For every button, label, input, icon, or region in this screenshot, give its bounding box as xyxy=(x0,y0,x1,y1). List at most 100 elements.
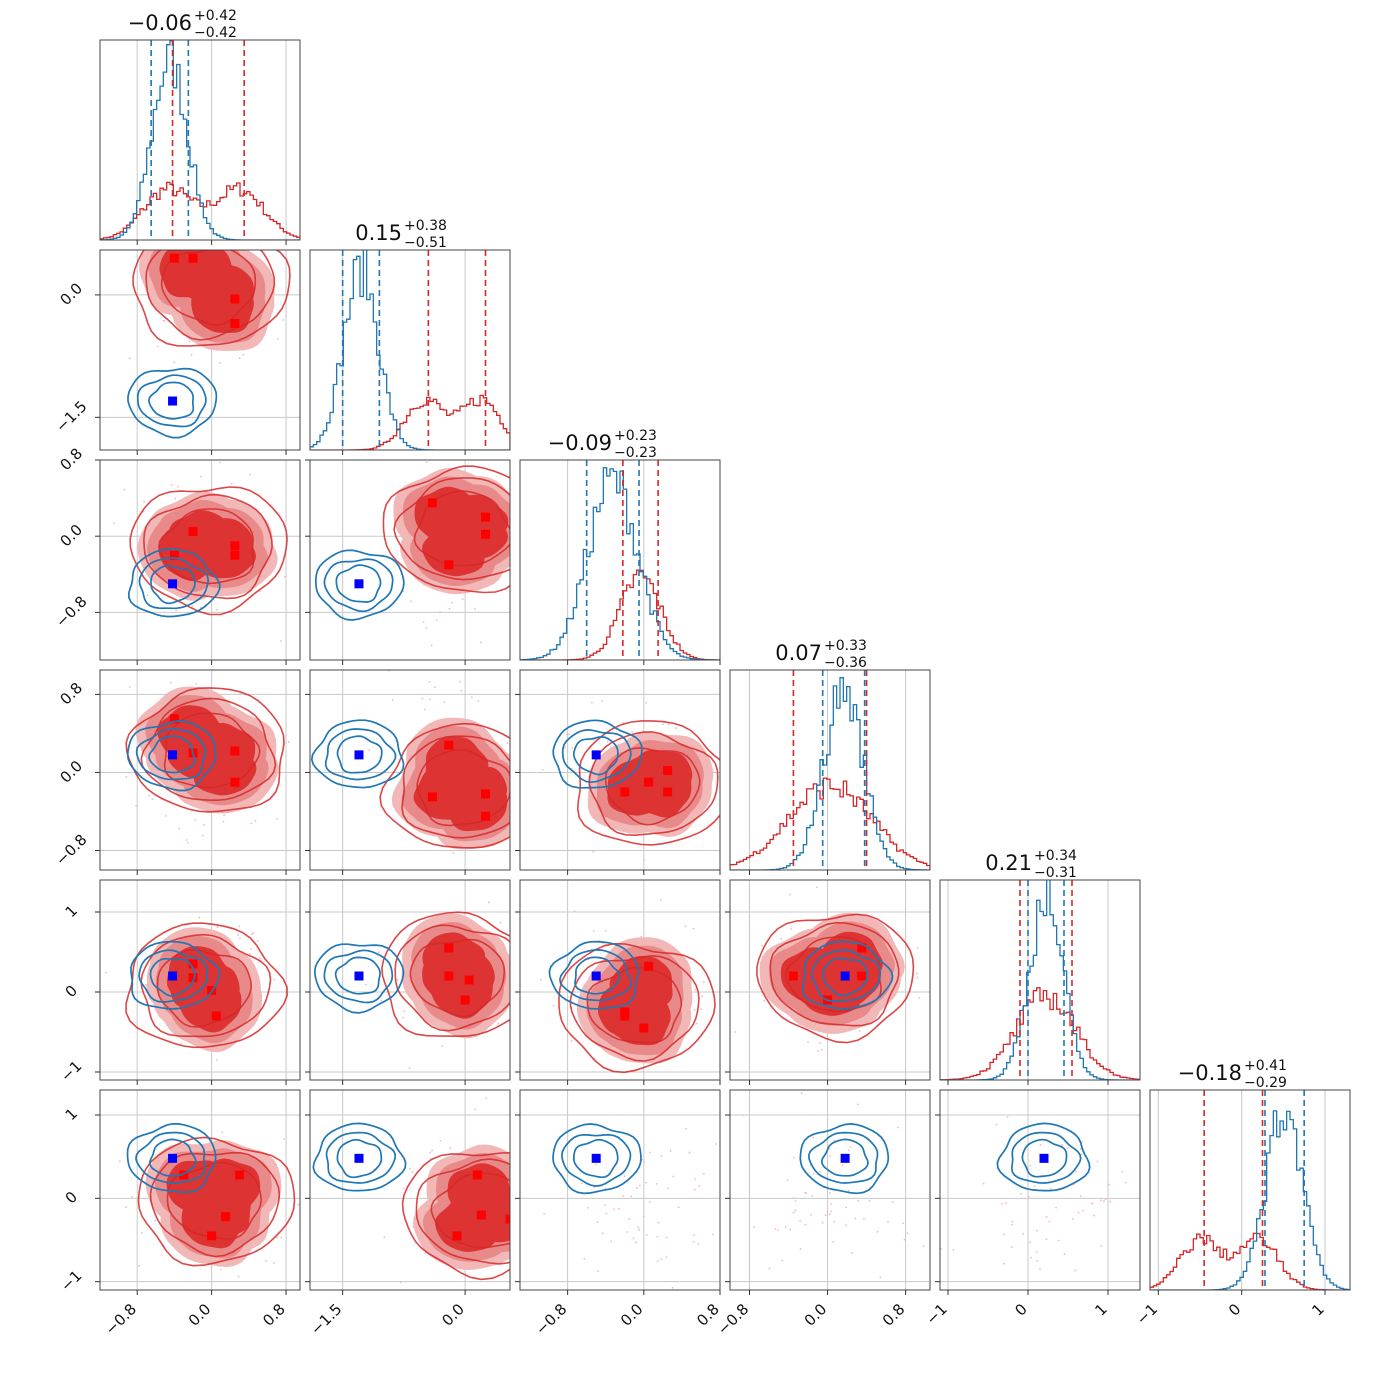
sample-point-a xyxy=(256,940,259,943)
sample-point-a xyxy=(543,1212,546,1215)
sample-point-a xyxy=(672,1175,675,1178)
contour-panel-2-1 xyxy=(305,459,511,665)
sample-point-a xyxy=(154,1219,157,1222)
sample-point-a xyxy=(410,1294,412,1296)
sample-point-a xyxy=(1022,1233,1025,1235)
hist-panel-5: −0.18 +0.41−0.29 −1 0 1 xyxy=(1133,1058,1351,1328)
contour-line-a xyxy=(0,0,67,49)
sample-point-a xyxy=(628,1218,631,1220)
panel-frame xyxy=(729,1089,931,1291)
sample-point-a xyxy=(497,1022,500,1025)
contour-line-b xyxy=(336,735,383,774)
contour-line-a xyxy=(558,942,716,1074)
sample-point-a xyxy=(828,1192,831,1195)
sample-point-a xyxy=(665,1256,668,1259)
histogram-a xyxy=(100,181,300,240)
sample-point-a xyxy=(201,834,204,837)
tick-label-y: 0.8 xyxy=(56,444,86,474)
sample-point-a xyxy=(592,930,595,932)
marker-a xyxy=(188,253,198,263)
sample-point-a xyxy=(408,1168,411,1170)
panel-title-4: 0.21 +0.34−0.31 xyxy=(985,848,1077,881)
marker-a xyxy=(188,526,198,536)
sample-point-a xyxy=(421,697,424,700)
sample-point-a xyxy=(256,235,258,237)
sample-point-a xyxy=(540,972,542,974)
sample-point-a xyxy=(645,1233,648,1236)
sample-point-a xyxy=(1005,1202,1007,1204)
sample-point-a xyxy=(693,1009,696,1011)
contour-line-b xyxy=(148,735,196,774)
sample-point-a xyxy=(788,893,791,896)
sample-point-a xyxy=(552,1004,555,1007)
marker-a xyxy=(207,1231,217,1241)
sample-point-a xyxy=(645,1181,647,1184)
sample-point-a xyxy=(410,600,412,603)
sample-point-a xyxy=(863,1218,865,1220)
sample-point-a xyxy=(752,1226,755,1229)
sample-point-a xyxy=(841,1164,844,1167)
sample-point-a xyxy=(845,1206,848,1209)
panel-title-0: −0.06 +0.42−0.42 xyxy=(128,8,237,41)
contour-panel-5-0: −0.8 0.0 0.8 −1 0 1 xyxy=(57,1089,301,1339)
sample-point-a xyxy=(812,1136,815,1139)
contour-line-a xyxy=(166,1161,262,1240)
tick-label-y: 0.8 xyxy=(56,679,86,709)
sample-point-a xyxy=(694,988,697,991)
sample-point-a xyxy=(1019,1192,1022,1195)
sample-point-a xyxy=(688,1151,691,1154)
sample-point-a xyxy=(897,1126,900,1129)
marker-a xyxy=(188,959,198,969)
sample-point-a xyxy=(258,957,261,960)
sample-point-a xyxy=(849,1146,852,1148)
sample-point-a xyxy=(276,1236,279,1239)
sample-point-a xyxy=(273,1262,275,1264)
sample-point-a xyxy=(774,1227,777,1230)
contour-line-a xyxy=(143,494,273,600)
panel-frame xyxy=(309,249,511,451)
sample-point-a xyxy=(817,1050,820,1052)
sample-point-a xyxy=(790,928,793,930)
tick-label-x: −1 xyxy=(922,1300,950,1328)
sample-point-a xyxy=(649,1151,652,1154)
sample-point-a xyxy=(128,685,131,688)
sample-point-a xyxy=(693,1188,696,1191)
sample-point-a xyxy=(242,354,245,356)
contour-line-a xyxy=(125,687,285,813)
sample-point-a xyxy=(700,1008,703,1011)
sample-point-a xyxy=(596,1221,599,1224)
sample-point-a xyxy=(832,1240,835,1243)
sample-point-a xyxy=(276,818,279,820)
sample-point-a xyxy=(448,607,451,610)
sample-point-a xyxy=(391,699,394,701)
sample-point-a xyxy=(199,606,202,609)
sample-point-a xyxy=(237,933,240,936)
panel-frame xyxy=(309,879,511,1081)
sample-point-a xyxy=(1003,1262,1006,1265)
sample-point-a xyxy=(665,1236,668,1239)
sample-point-a xyxy=(915,972,918,975)
marker-a xyxy=(230,777,240,787)
title-minus: −0.29 xyxy=(1244,1075,1287,1091)
tick-label-y: 0.0 xyxy=(56,279,86,309)
histogram-b xyxy=(1150,1110,1350,1290)
sample-point-a xyxy=(195,683,198,685)
sample-point-a xyxy=(441,1044,444,1047)
sample-point-a xyxy=(887,1221,889,1223)
sample-point-a xyxy=(1074,1170,1077,1173)
sample-point-a xyxy=(693,1234,696,1237)
title-plus: +0.41 xyxy=(1244,1058,1287,1074)
sample-point-a xyxy=(191,605,194,608)
sample-point-a xyxy=(637,1226,640,1229)
contour-line-b xyxy=(312,1122,407,1192)
sample-point-a xyxy=(891,1201,894,1203)
sample-point-a xyxy=(982,1182,985,1185)
sample-point-a xyxy=(424,1251,427,1254)
sample-point-a xyxy=(854,1217,857,1220)
tick-label-x: −0.8 xyxy=(102,1300,140,1338)
sample-point-a xyxy=(600,871,602,873)
contour-line-a xyxy=(149,1151,281,1258)
title-minus: −0.31 xyxy=(1034,865,1077,881)
marker-b xyxy=(354,750,364,760)
sample-point-a xyxy=(712,1233,714,1236)
